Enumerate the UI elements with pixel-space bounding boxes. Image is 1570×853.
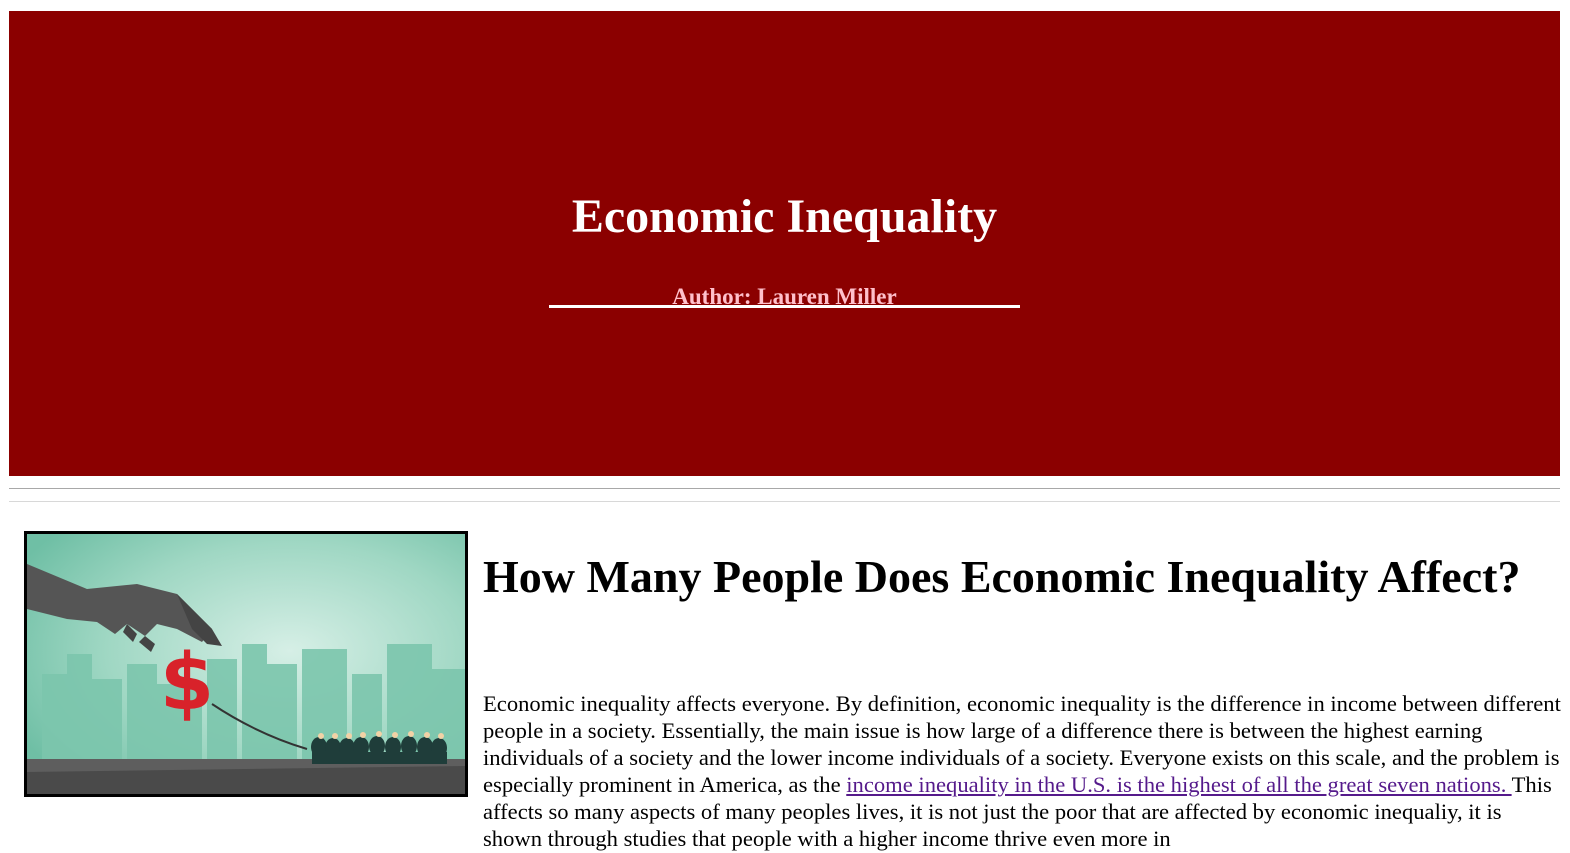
svg-text:$: $: [160, 638, 214, 728]
horizontal-rule: [9, 488, 1560, 502]
paragraph-text-end: This affects so many aspects of many peo…: [483, 772, 1552, 851]
author-underline: [549, 305, 1020, 308]
paragraph-text-start: Economic inequality affects everyone. By…: [483, 691, 1561, 797]
article-paragraph: Economic inequality affects everyone. By…: [483, 690, 1563, 852]
income-inequality-link[interactable]: income inequality in the U.S. is the hig…: [846, 772, 1512, 797]
article-image: $: [24, 531, 468, 797]
page-title: Economic Inequality: [571, 190, 998, 243]
author-line: Author: Lauren Miller: [672, 284, 897, 309]
section-heading: How Many People Does Economic Inequality…: [483, 551, 1521, 602]
hand-pulling-dollar-sign-illustration: $: [27, 534, 465, 794]
header-banner: Economic Inequality Author: Lauren Mille…: [9, 11, 1560, 476]
